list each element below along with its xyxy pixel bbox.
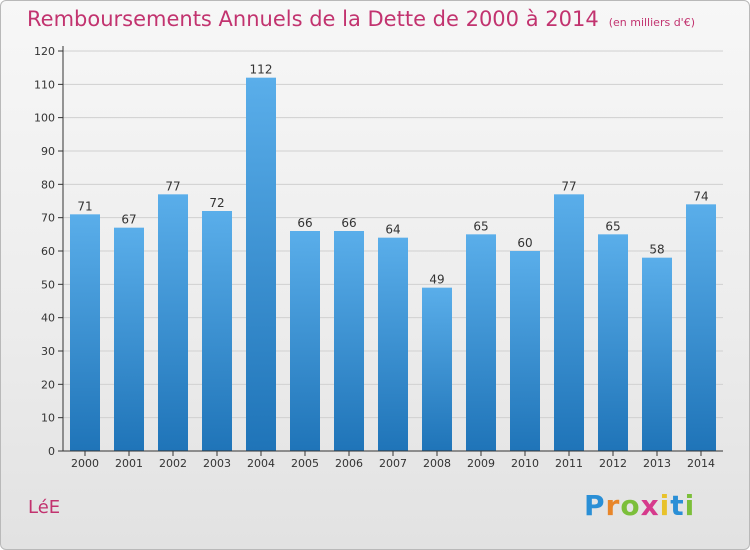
- data-label: 112: [250, 63, 273, 77]
- data-label: 64: [385, 223, 400, 237]
- x-tick-label: 2007: [379, 457, 407, 470]
- x-tick-label: 2009: [467, 457, 495, 470]
- y-tick-label: 70: [41, 212, 55, 225]
- data-label: 66: [341, 216, 356, 230]
- logo-letter: i: [659, 489, 671, 522]
- x-tick-label: 2006: [335, 457, 363, 470]
- bar: [598, 234, 628, 451]
- bar: [246, 77, 276, 452]
- bar: [422, 287, 452, 451]
- x-tick-label: 2002: [159, 457, 187, 470]
- bar: [158, 194, 188, 452]
- logo-letter: i: [684, 489, 696, 522]
- logo-letter: P: [584, 489, 606, 522]
- x-tick-label: 2010: [511, 457, 539, 470]
- bar: [334, 231, 364, 451]
- bar: [642, 257, 672, 451]
- data-label: 77: [561, 179, 576, 193]
- labels: 0 10 20 30 40 50 60 70 80 90 100 110 120 71 2000 67 2001…: [34, 45, 715, 470]
- bar: [114, 227, 144, 451]
- bar: [70, 214, 100, 451]
- commune-name: LéE: [28, 497, 61, 518]
- y-tick-label: 120: [34, 45, 55, 58]
- logo-letter: o: [620, 489, 641, 522]
- data-label: 67: [121, 213, 136, 227]
- x-tick-label: 2005: [291, 457, 319, 470]
- data-label: 65: [473, 219, 488, 233]
- data-label: 60: [517, 236, 532, 250]
- data-label: 49: [429, 273, 444, 287]
- x-tick-label: 2012: [599, 457, 627, 470]
- data-label: 74: [693, 189, 708, 203]
- logo-letter: t: [670, 489, 685, 522]
- x-tick-label: 2004: [247, 457, 275, 470]
- data-label: 58: [649, 243, 664, 257]
- chart-title: Remboursements Annuels de la Dette de 20…: [27, 7, 695, 31]
- bar: [202, 211, 232, 451]
- x-tick-label: 2008: [423, 457, 451, 470]
- axes: [58, 46, 723, 456]
- y-tick-label: 20: [41, 378, 55, 391]
- y-tick-label: 30: [41, 345, 55, 358]
- chart-title-text: Remboursements Annuels de la Dette de 20…: [27, 7, 599, 31]
- x-tick-label: 2001: [115, 457, 143, 470]
- x-tick-label: 2000: [71, 457, 99, 470]
- data-label: 65: [605, 219, 620, 233]
- y-tick-label: 0: [48, 445, 55, 458]
- bar: [510, 251, 540, 451]
- x-tick-label: 2014: [687, 457, 715, 470]
- y-tick-label: 80: [41, 178, 55, 191]
- y-tick-label: 60: [41, 245, 55, 258]
- x-tick-label: 2013: [643, 457, 671, 470]
- proxiti-logo: Proxiti: [584, 489, 695, 522]
- y-tick-label: 110: [34, 78, 55, 91]
- data-label: 66: [297, 216, 312, 230]
- data-label: 77: [165, 179, 180, 193]
- data-label: 72: [209, 196, 224, 210]
- x-tick-label: 2011: [555, 457, 583, 470]
- bars: [70, 77, 716, 452]
- logo-letter: r: [605, 489, 621, 522]
- x-tick-label: 2003: [203, 457, 231, 470]
- y-tick-label: 90: [41, 145, 55, 158]
- data-label: 71: [77, 199, 92, 213]
- y-tick-label: 50: [41, 278, 55, 291]
- y-tick-label: 10: [41, 412, 55, 425]
- bar: [686, 204, 716, 451]
- logo-letter: x: [640, 489, 660, 522]
- y-tick-label: 40: [41, 312, 55, 325]
- y-tick-label: 100: [34, 112, 55, 125]
- bar: [290, 231, 320, 451]
- bar: [378, 237, 408, 451]
- chart-subtitle: (en milliers d'€): [608, 16, 695, 29]
- bar: [466, 234, 496, 451]
- bar: [554, 194, 584, 452]
